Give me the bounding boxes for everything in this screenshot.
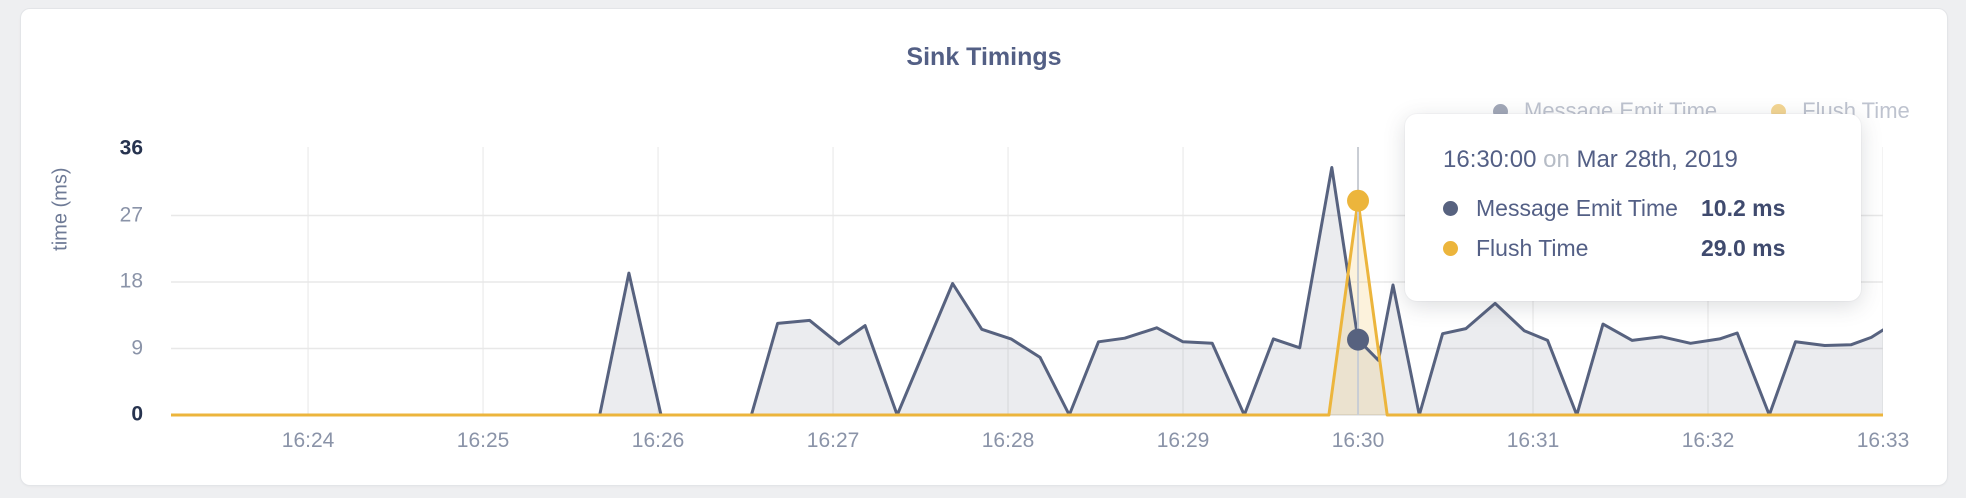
series-marker-message-emit-time-icon [1443, 200, 1458, 216]
plot-area[interactable] [171, 147, 1883, 419]
x-tick-label: 16:24 [281, 429, 335, 452]
x-tick-label: 16:26 [631, 429, 685, 452]
x-tick-label: 16:25 [456, 429, 510, 452]
x-tick-label: 16:32 [1681, 429, 1735, 452]
tooltip-series-value: 10.2 ms [1701, 194, 1786, 221]
x-tick-label: 16:33 [1856, 429, 1910, 452]
series-area-1 [171, 167, 1883, 415]
x-tick-label: 16:28 [981, 429, 1035, 452]
x-tick-label: 16:27 [806, 429, 860, 452]
tooltip-series-label: Flush Time [1476, 234, 1589, 261]
tooltip-row-message-emit-time: Message Emit Time 10.2 ms [1443, 188, 1861, 228]
hover-dot-flush-time [1347, 189, 1370, 212]
y-tick-label: 27 [119, 203, 143, 227]
y-tick-label: 0 [131, 402, 143, 426]
tooltip-date: Mar 28th, 2019 [1576, 146, 1738, 173]
series-line-1 [171, 166, 1883, 417]
hover-dot-message-emit-time [1347, 328, 1370, 351]
tooltip-row-flush-time: Flush Time 29.0 ms [1443, 228, 1861, 268]
x-tick-label: 16:31 [1506, 429, 1560, 452]
y-tick-label: 9 [131, 336, 143, 360]
series-marker-flush-time-icon [1443, 240, 1458, 256]
y-tick-label: 36 [119, 136, 143, 160]
x-tick-label: 16:30 [1331, 429, 1385, 452]
tooltip-joiner: on [1543, 146, 1570, 173]
tooltip-time: 16:30:00 [1443, 146, 1537, 173]
x-tick-label: 16:29 [1156, 429, 1210, 452]
chart-tooltip: 16:30:00 on Mar 28th, 2019 Message Emit … [1405, 114, 1861, 301]
y-tick-label: 18 [119, 269, 143, 293]
tooltip-series-label: Message Emit Time [1476, 194, 1678, 221]
chart-title: Sink Timings [906, 43, 1062, 71]
tooltip-series-value: 29.0 ms [1701, 234, 1786, 261]
tooltip-timestamp: 16:30:00 on Mar 28th, 2019 [1443, 146, 1861, 174]
chart-card: Sink Timings time (ms) 36 27 18 9 0 16:24 16:… [20, 8, 1948, 486]
